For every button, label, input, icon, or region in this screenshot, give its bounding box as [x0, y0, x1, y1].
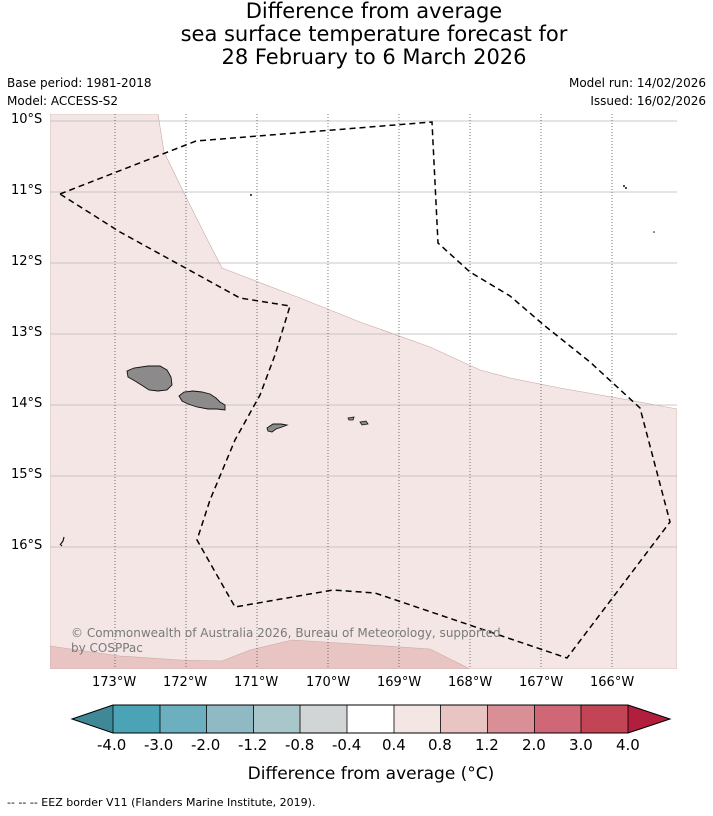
island-ofu [347, 416, 355, 421]
model-name: Model: ACCESS-S2 [7, 94, 119, 108]
colorbar-segment [394, 705, 441, 733]
lat-label: 14°S [11, 396, 43, 411]
colorbar-segment [113, 705, 160, 733]
colorbar-tick-label: 2.0 [522, 736, 546, 754]
lat-label: 15°S [11, 467, 43, 482]
colorbar-tick-label: -0.8 [285, 736, 315, 754]
colorbar-segment [534, 705, 581, 733]
colorbar-tick-label: -3.0 [144, 736, 174, 754]
issued-date: Issued: 16/02/2026 [590, 94, 706, 108]
colorbar-tick-label: 3.0 [569, 736, 593, 754]
colorbar-segment [253, 705, 300, 733]
colorbar-segment [300, 705, 347, 733]
title-line-3: 28 February to 6 March 2026 [221, 45, 527, 69]
colorbar-tick-label: -1.2 [238, 736, 268, 754]
islet [623, 185, 625, 187]
island-upolu [178, 390, 226, 411]
colorbar-extend-high [628, 705, 670, 733]
lon-label: 169°W [377, 675, 422, 690]
anomaly-region-0-4 [50, 114, 677, 669]
island-savaii [126, 365, 173, 392]
colorbar-tick-label: 4.0 [616, 736, 640, 754]
model-run: Model run: 14/02/2026 [568, 76, 706, 90]
eez-legend-footnote: -- -- -- EEZ border V11 (Flanders Marine… [7, 796, 316, 809]
colorbar-tick-label: -2.0 [191, 736, 221, 754]
colorbar-tick-label: 0.4 [382, 736, 406, 754]
lon-label: 168°W [448, 675, 493, 690]
colorbar-tick-label: 1.2 [475, 736, 499, 754]
islet [653, 231, 655, 233]
lon-label: 170°W [306, 675, 351, 690]
island-tutuila [266, 423, 289, 433]
lat-label: 13°S [11, 325, 43, 340]
lat-label: 16°S [11, 538, 43, 553]
lon-label: 167°W [519, 675, 564, 690]
colorbar-tick-label: -4.0 [97, 736, 127, 754]
lat-label: 10°S [11, 112, 43, 127]
islet [625, 187, 627, 189]
title-line-1: Difference from average [245, 0, 503, 23]
lon-label: 166°W [590, 675, 635, 690]
lat-gridlines [50, 120, 677, 548]
colorbar-segment [581, 705, 628, 733]
islet [250, 194, 252, 196]
colorbar-tick-label: -0.4 [332, 736, 362, 754]
lat-label: 12°S [11, 254, 43, 269]
colorbar-segment [440, 705, 488, 733]
colorbar [70, 704, 672, 734]
colorbar-tick-label: 0.8 [428, 736, 452, 754]
meta-left: Base period: 1981-2018 Model: ACCESS-S2 [7, 74, 152, 110]
colorbar-segment [347, 705, 394, 733]
base-period: Base period: 1981-2018 [7, 76, 152, 90]
title-line-2: sea surface temperature forecast for [180, 22, 568, 46]
copyright-line-2: by COSPPac [71, 641, 143, 655]
colorbar-segment [160, 705, 207, 733]
colorbar-segment [206, 705, 254, 733]
lon-label: 172°W [163, 675, 208, 690]
colorbar-segment [487, 705, 535, 733]
lat-label: 11°S [11, 183, 43, 198]
meta-right: Model run: 14/02/2026 Issued: 16/02/2026 [569, 74, 706, 110]
islet [59, 536, 65, 547]
anomaly-region-0-8 [50, 639, 471, 669]
colorbar-dividers [112, 705, 629, 733]
lon-label: 171°W [234, 675, 279, 690]
map-title: Difference from average sea surface temp… [0, 0, 713, 69]
colorbar-extend-low [72, 705, 113, 733]
copyright-notice: © Commonwealth of Australia 2026, Bureau… [71, 626, 511, 656]
copyright-line-1: © Commonwealth of Australia 2026, Bureau… [71, 626, 501, 640]
colorbar-title: Difference from average (°C) [247, 764, 495, 784]
lon-gridlines [114, 114, 613, 669]
island-tau [359, 420, 369, 426]
lon-label: 173°W [92, 675, 137, 690]
